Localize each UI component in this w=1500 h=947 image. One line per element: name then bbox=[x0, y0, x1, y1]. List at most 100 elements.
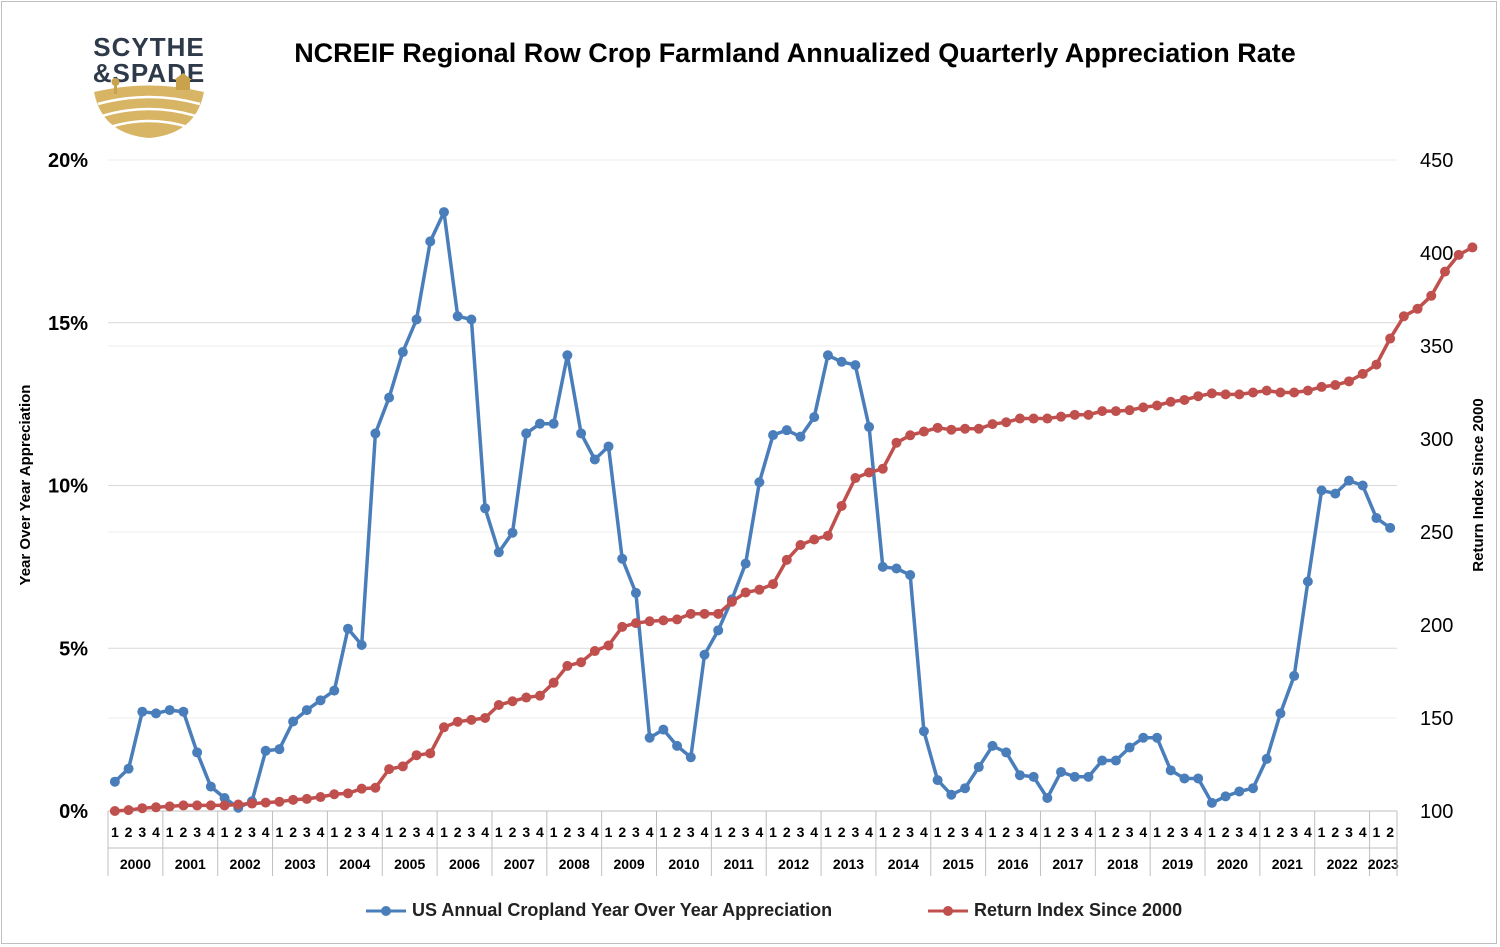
x-quarter-label: 2 bbox=[783, 824, 791, 840]
series-0-point bbox=[1056, 766, 1067, 777]
series-1-point bbox=[548, 677, 559, 688]
series-0-point bbox=[1001, 747, 1012, 758]
series-1-point bbox=[438, 722, 449, 733]
series-0-point bbox=[795, 431, 806, 442]
series-1-point bbox=[1344, 376, 1355, 387]
series-0-point bbox=[329, 685, 340, 696]
series-1-point bbox=[1110, 406, 1121, 417]
x-quarter-label: 4 bbox=[865, 824, 873, 840]
series-0-point bbox=[1083, 771, 1094, 782]
series-0-point bbox=[1261, 753, 1272, 764]
x-year-label: 2015 bbox=[943, 856, 974, 872]
x-quarter-label: 1 bbox=[385, 824, 393, 840]
series-0-point bbox=[768, 430, 779, 441]
x-quarter-label: 2 bbox=[1331, 824, 1339, 840]
series-0-point bbox=[685, 752, 696, 763]
x-quarter-label: 4 bbox=[317, 824, 325, 840]
series-1-point bbox=[219, 800, 230, 811]
series-1-point bbox=[370, 782, 381, 793]
series-0-point bbox=[1179, 773, 1190, 784]
x-quarter-label: 4 bbox=[207, 824, 215, 840]
x-quarter-label: 1 bbox=[824, 824, 832, 840]
series-0-point bbox=[1193, 773, 1204, 784]
series-1-point bbox=[164, 801, 175, 812]
series-0-point bbox=[603, 441, 614, 452]
series-1-point bbox=[809, 534, 820, 545]
series-1-point bbox=[1412, 303, 1423, 314]
series-0-point bbox=[137, 706, 148, 717]
series-0-point bbox=[1152, 732, 1163, 743]
x-year-label: 2008 bbox=[559, 856, 590, 872]
logo-text-line1: SCYTHE bbox=[93, 32, 205, 62]
series-1-point bbox=[411, 750, 422, 761]
series-0-point bbox=[630, 587, 641, 598]
x-quarter-label: 1 bbox=[1373, 824, 1381, 840]
series-1-point bbox=[1439, 266, 1450, 277]
series-0-point bbox=[1248, 783, 1259, 794]
series-1-point bbox=[932, 422, 943, 433]
series-1-point bbox=[699, 608, 710, 619]
x-quarter-label: 3 bbox=[467, 824, 475, 840]
x-quarter-label: 4 bbox=[920, 824, 928, 840]
series-1-point bbox=[946, 424, 957, 435]
x-quarter-label: 1 bbox=[1098, 824, 1106, 840]
series-0-point bbox=[1042, 792, 1053, 803]
x-year-label: 2002 bbox=[230, 856, 261, 872]
x-quarter-label: 3 bbox=[742, 824, 750, 840]
series-1-point bbox=[1124, 405, 1135, 416]
series-0-point bbox=[452, 311, 463, 322]
x-year-label: 2005 bbox=[394, 856, 425, 872]
x-quarter-label: 1 bbox=[111, 824, 119, 840]
series-0-point bbox=[576, 428, 587, 439]
series-0-point bbox=[836, 356, 847, 367]
series-0-point bbox=[315, 695, 326, 706]
series-1-point bbox=[1042, 413, 1053, 424]
x-quarter-label: 1 bbox=[550, 824, 558, 840]
x-quarter-label: 4 bbox=[701, 824, 709, 840]
x-year-label: 2003 bbox=[284, 856, 315, 872]
series-0-point bbox=[877, 561, 888, 572]
x-quarter-label: 3 bbox=[1071, 824, 1079, 840]
series-0-point bbox=[1371, 513, 1382, 524]
x-year-label: 2014 bbox=[888, 856, 919, 872]
series-1-point bbox=[480, 713, 491, 723]
series-0-point bbox=[438, 207, 449, 218]
series-1-point bbox=[521, 692, 532, 703]
series-1-point bbox=[301, 793, 312, 804]
x-quarter-label: 2 bbox=[728, 824, 736, 840]
x-quarter-label: 3 bbox=[1290, 824, 1298, 840]
x-quarter-label: 2 bbox=[1277, 824, 1285, 840]
x-year-label: 2007 bbox=[504, 856, 535, 872]
series-0-point bbox=[672, 740, 683, 751]
series-1-point bbox=[1069, 409, 1080, 420]
x-quarter-label: 4 bbox=[1194, 824, 1202, 840]
series-1-point bbox=[1152, 400, 1163, 411]
series-1-point bbox=[891, 437, 902, 448]
y-right-tick-label: 100 bbox=[1420, 801, 1453, 823]
x-quarter-label: 1 bbox=[440, 824, 448, 840]
series-0-point bbox=[150, 708, 161, 719]
x-quarter-label: 3 bbox=[1345, 824, 1353, 840]
x-year-label: 2012 bbox=[778, 856, 809, 872]
series-0-point bbox=[960, 783, 971, 794]
x-quarter-label: 3 bbox=[248, 824, 256, 840]
series-0-point bbox=[1028, 771, 1039, 782]
x-quarter-label: 3 bbox=[413, 824, 421, 840]
x-quarter-label: 2 bbox=[1386, 824, 1394, 840]
x-quarter-label: 4 bbox=[810, 824, 818, 840]
series-1-point bbox=[1001, 417, 1012, 428]
series-1-point bbox=[768, 579, 779, 590]
series-1-point bbox=[918, 426, 929, 437]
series-0-point bbox=[918, 726, 929, 737]
series-0-point bbox=[822, 350, 833, 361]
series-0-point bbox=[411, 314, 422, 325]
series-0-point bbox=[178, 706, 189, 717]
series-0-point bbox=[534, 418, 545, 429]
series-1-point bbox=[1426, 290, 1437, 301]
series-0-point bbox=[864, 421, 875, 432]
series-1-point bbox=[493, 699, 504, 710]
x-quarter-label: 4 bbox=[1085, 824, 1093, 840]
series-0-point bbox=[205, 781, 216, 792]
series-1-point bbox=[1028, 413, 1039, 424]
